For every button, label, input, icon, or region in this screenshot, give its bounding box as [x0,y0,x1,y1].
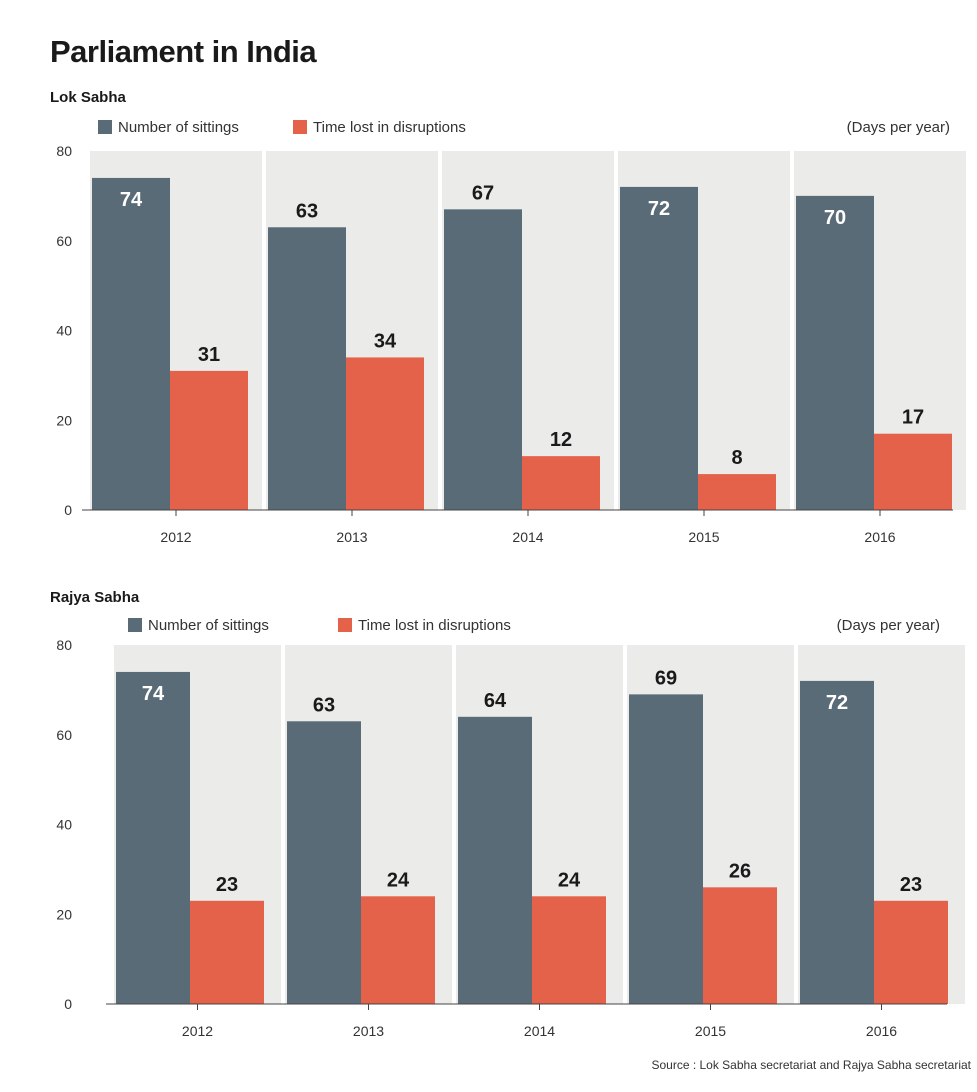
bar-sittings [796,195,874,510]
legend-label-0: Number of sittings [148,617,269,634]
y-tick-label: 0 [64,996,72,1012]
y-tick-label: 40 [56,323,72,339]
bar-disruptions [698,474,776,510]
data-label: 23 [216,874,238,896]
rajya-sabha-chart: Rajya Sabha Number of sittings Time lost i… [50,589,965,1039]
x-tick-label: 2012 [160,529,191,545]
chart-title: Rajya Sabha [50,589,140,606]
bar-disruptions [170,370,248,510]
source-note: Source : Lok Sabha secretariat and Rajya… [651,1058,971,1072]
data-label: 23 [900,874,922,896]
bar-sittings [268,227,346,510]
bar-sittings [800,680,874,1004]
page-title: Parliament in India [50,34,317,69]
bar-disruptions [874,433,952,510]
data-label: 8 [731,447,742,469]
legend-swatch-1 [293,120,307,134]
x-tick-label: 2013 [336,529,367,545]
bar-sittings [629,694,703,1004]
data-label: 67 [472,182,494,204]
y-tick-label: 40 [56,817,72,833]
bar-disruptions [874,900,948,1004]
data-label: 74 [142,683,165,705]
chart-title: Lok Sabha [50,89,127,106]
bar-sittings [92,177,170,511]
bar-disruptions [361,896,435,1004]
data-label: 63 [296,200,318,222]
x-tick-label: 2016 [864,529,895,545]
data-label: 69 [655,667,677,689]
y-tick-label: 0 [64,502,72,518]
data-label: 74 [120,189,143,211]
legend-swatch-0 [98,120,112,134]
data-label: 12 [550,429,572,451]
bar-sittings [444,209,522,510]
y-tick-label: 20 [56,412,72,428]
data-label: 26 [729,860,751,882]
x-tick-label: 2015 [695,1023,726,1039]
x-tick-label: 2015 [688,529,719,545]
bar-disruptions [532,896,606,1004]
x-tick-label: 2014 [512,529,543,545]
x-tick-label: 2012 [182,1023,213,1039]
bar-disruptions [522,456,600,510]
unit-note: (Days per year) [837,617,940,634]
x-tick-label: 2014 [524,1023,555,1039]
data-label: 64 [484,690,507,712]
y-tick-label: 80 [56,143,72,159]
data-label: 72 [648,198,670,220]
data-label: 31 [198,344,220,366]
data-label: 63 [313,694,335,716]
x-tick-label: 2013 [353,1023,384,1039]
data-label: 17 [902,407,924,429]
data-label: 24 [558,869,581,891]
data-label: 24 [387,869,410,891]
y-tick-label: 80 [56,637,72,653]
x-tick-label: 2016 [866,1023,897,1039]
legend-label-1: Time lost in disruptions [358,617,511,634]
unit-note: (Days per year) [847,119,950,136]
lok-sabha-chart: Lok Sabha Number of sittings Time lost in … [50,89,966,545]
data-label: 72 [826,692,848,714]
data-label: 34 [374,330,397,352]
bar-sittings [116,671,190,1004]
legend-label-1: Time lost in disruptions [313,119,466,136]
bar-disruptions [346,357,424,510]
bar-sittings [620,186,698,510]
bar-disruptions [703,887,777,1004]
bar-disruptions [190,900,264,1004]
legend-label-0: Number of sittings [118,119,239,136]
bar-sittings [458,716,532,1004]
y-tick-label: 60 [56,233,72,249]
bar-sittings [287,721,361,1004]
y-tick-label: 60 [56,727,72,743]
legend-swatch-0 [128,618,142,632]
legend-swatch-1 [338,618,352,632]
data-label: 70 [824,207,846,229]
y-tick-label: 20 [56,906,72,922]
